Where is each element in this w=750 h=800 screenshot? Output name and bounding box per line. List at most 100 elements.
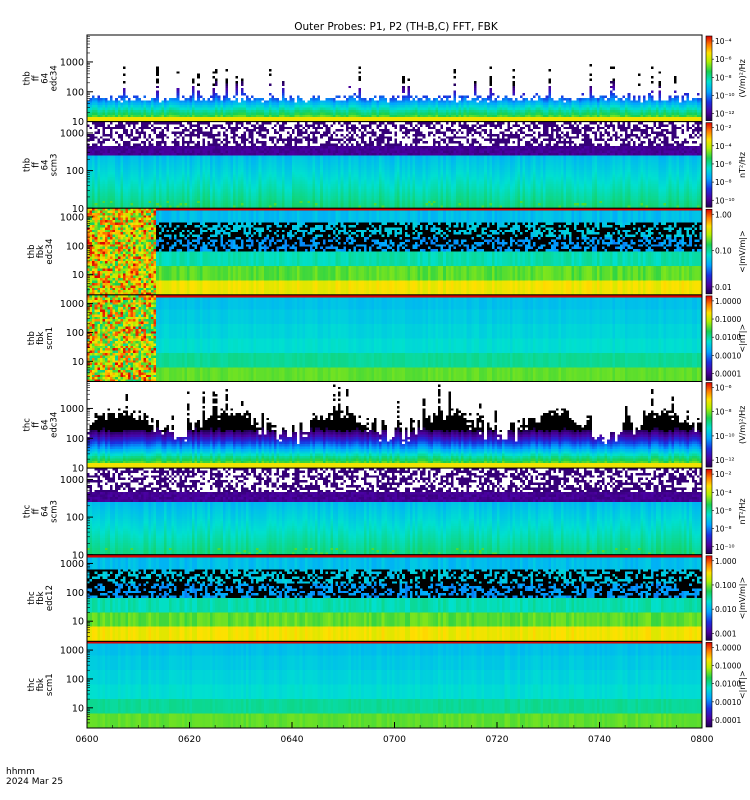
y-axis-label: thc fbk edc12 [27,585,55,611]
colorbar-tick-label: 0.0001 [715,370,741,379]
y-tick-label: 1000 [60,212,84,223]
x-tick-label: 0600 [76,735,99,745]
colorbar-tick-label: 10⁻⁴ [715,142,732,151]
colorbar-label: <|mV/m|> [738,230,747,273]
y-tick-label: 1000 [60,57,84,68]
y-tick-label: 10 [72,270,84,281]
y-tick-label: 1000 [60,559,84,570]
colorbar-tick-label: 0.0100 [715,680,741,689]
y-tick-label: 100 [66,513,84,524]
y-axis-label-line: thc [23,504,33,518]
colorbar-label: nT²/Hz [738,152,747,178]
colorbar-tick-label: 0.010 [715,605,737,614]
y-axis-label-line: scm1 [45,327,55,350]
y-tick-label: 10 [72,617,84,628]
colorbar [705,642,713,728]
y-axis-label-line: 64 [41,506,51,517]
colorbar-tick-label: 0.001 [715,629,737,638]
spectrogram-cells [87,208,702,295]
y-axis-label-line: edc12 [45,585,55,611]
y-axis-label-line: fbk [36,591,46,604]
colorbar-tick-label: 10⁻⁸ [715,525,732,534]
colorbar-label: <|nT|> [738,324,747,353]
y-axis-label-line: thc [27,591,37,605]
colorbar [705,208,713,295]
colorbar-tick-label: 10⁻¹² [715,110,735,119]
y-axis-label: thb ff 64 scm3 [23,154,60,177]
colorbar-tick-label: 10⁻² [715,124,732,133]
x-tick-label: 0620 [178,735,201,745]
colorbar-tick-label: 10⁻⁶ [715,160,732,169]
spectrogram-panel-8: 10 100 1000 thc fbk scm1 1.0000 0.1000 0.0100 0.0… [27,640,747,729]
y-tick-label: 1000 [60,404,84,415]
spectrogram-panel-6: 10 100 1000 thc ff 64 scm3 10⁻² 10⁻⁴ 10⁻⁶ 10⁻⁸ 10⁻¹… [23,467,747,561]
x-tick-label: 0640 [281,735,304,745]
y-axis-label-line: ff [32,161,42,168]
colorbar [705,122,713,208]
colorbar-tick-label: 10⁻¹² [715,456,735,465]
y-tick-label: 10 [72,357,84,368]
y-tick-label: 10 [72,117,84,128]
colorbar-tick-label: 0.01 [715,283,732,292]
y-tick-label: 1000 [60,299,84,310]
y-tick-label: 10 [72,464,84,475]
y-axis-label-line: scm1 [45,673,55,696]
y-axis-label-line: 64 [41,419,51,430]
y-tick-label: 1000 [60,646,84,657]
y-axis-label-line: thb [27,331,37,345]
colorbar-tick-label: 10⁻¹⁰ [715,543,735,552]
y-tick-label: 100 [66,588,84,599]
y-axis-label-line: thb [27,245,37,259]
colorbar-tick-label: 0.0010 [715,698,741,707]
colorbar [705,382,713,468]
y-axis-label-line: scm3 [50,500,60,523]
y-axis-label-line: thb [23,158,33,172]
colorbar-label: nT²/Hz [738,498,747,524]
x-tick-label: 0740 [588,735,611,745]
colorbar-label: <|mV/m|> [738,577,747,620]
time-unit-label: hhmm [6,767,35,777]
colorbar-tick-label: 1.0000 [715,297,741,306]
date-label: 2024 Mar 25 [6,777,63,787]
spectrogram-cells [87,294,702,382]
y-axis-label-line: thc [27,678,37,692]
y-tick-label: 100 [66,166,84,177]
colorbar-tick-label: 10⁻⁴ [715,37,732,46]
y-axis-label-line: 64 [41,73,51,84]
colorbar-tick-label: 10⁻¹⁰ [715,196,735,205]
colorbar-tick-label: 10⁻⁶ [715,506,732,515]
spectrogram-cells [87,35,702,122]
spectrogram-cells [87,468,702,555]
colorbar-tick-label: 1.0000 [715,643,741,652]
spectrogram-panel-3: 10 100 1000 thb fbk edc34 1.00 0.10 0.01 <|mV/m|> [27,207,747,296]
colorbar-tick-label: 0.0001 [715,716,741,725]
x-tick-label: 0700 [383,735,406,745]
colorbar [705,295,713,381]
y-axis-label: thc ff 64 scm3 [23,500,60,523]
spectrogram-cells [87,641,702,728]
colorbar-tick-label: 1.000 [715,557,737,566]
y-tick-label: 10 [72,204,84,215]
colorbar-tick-label: 0.1000 [715,315,741,324]
y-axis-label: thc ff 64 edc34 [23,412,60,438]
spectrogram-cells [87,381,702,469]
y-axis-label-line: thb [23,71,33,85]
colorbar-tick-label: 0.10 [715,247,732,256]
y-axis-label-line: edc34 [50,412,60,438]
colorbar-tick-label: 0.100 [715,581,737,590]
x-tick-label: 0800 [691,735,714,745]
colorbar-label: (V/m)²/Hz [738,406,747,444]
y-tick-label: 100 [66,241,84,252]
y-axis-label: thc fbk scm1 [27,673,55,696]
y-tick-label: 100 [66,674,84,685]
colorbar-tick-label: 10⁻¹⁰ [715,432,735,441]
y-axis-label-line: fbk [36,331,46,344]
y-tick-label: 10 [72,703,84,714]
colorbar-tick-label: 0.1000 [715,662,741,671]
y-axis-label-line: ff [32,421,42,428]
colorbar-tick-label: 10⁻⁸ [715,73,732,82]
spectrogram-panel-2: 10 100 1000 thb ff 64 scm3 10⁻² 10⁻⁴ 10⁻⁶ 10⁻⁸ 10⁻¹… [23,121,747,215]
colorbar-tick-label: 10⁻² [715,470,732,479]
